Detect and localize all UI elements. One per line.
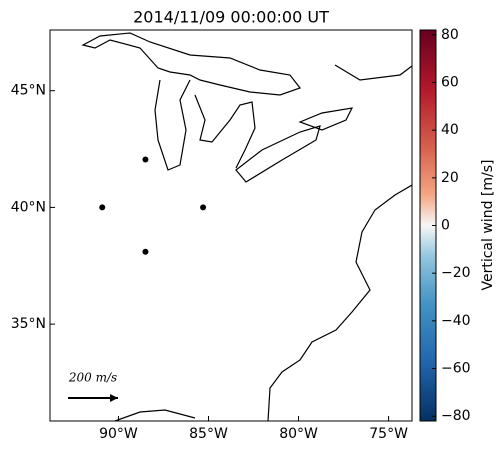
quiver-key-head [110,394,118,402]
y-tick-label: 45°N [11,83,46,99]
station-point [142,248,149,255]
colorbar-tick-label: 80 [441,27,459,43]
map-frame [49,29,413,422]
quiver-key-label: 200 m/s [68,371,117,385]
chart-title: 2014/11/09 00:00:00 UT [133,8,329,27]
y-tick-label: 40°N [11,199,46,215]
x-tick-label: 80°W [279,426,318,442]
colorbar-tick-label: −60 [441,361,471,377]
colorbar-tick-label: −20 [441,265,471,281]
x-tick-label: 75°W [369,426,408,442]
colorbar-tick-label: 20 [441,170,459,186]
colorbar-tick-label: −80 [441,408,471,424]
colorbar-tick-label: 0 [441,218,450,234]
station-point [142,156,149,163]
station-point [200,204,207,211]
x-tick-label: 85°W [189,426,228,442]
x-tick-label: 90°W [99,426,138,442]
colorbar-label: Vertical wind [m/s] [480,160,496,291]
coastlines [81,32,412,421]
y-tick-label: 35°N [11,316,46,332]
station-point [99,204,106,211]
colorbar-tick-label: 60 [441,74,459,90]
colorbar-tick-label: −40 [441,313,471,329]
colorbar-tick-label: 40 [441,122,459,138]
